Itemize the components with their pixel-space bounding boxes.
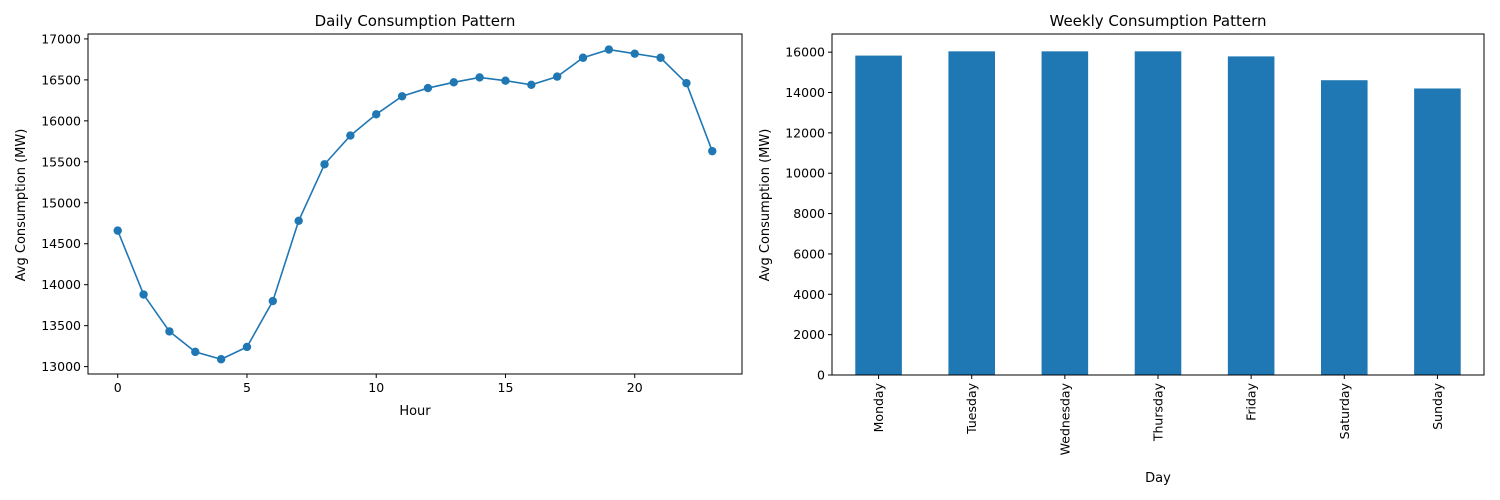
daily-data-point: [656, 53, 665, 62]
daily-data-point: [552, 72, 562, 81]
weekly-bar: [948, 51, 995, 375]
daily-data-point: [165, 327, 174, 336]
daily-data-point: [475, 73, 484, 82]
weekly-bar: [1321, 80, 1368, 375]
daily-y-tick-label: 13500: [41, 318, 81, 333]
weekly-series: [855, 51, 1461, 376]
weekly-y-tick-label: 8000: [793, 206, 825, 221]
daily-x-tick-label: 20: [627, 380, 643, 395]
weekly-bar: [855, 55, 902, 376]
weekly-x-tick-label: Thursday: [1151, 382, 1166, 442]
daily-data-point: [708, 146, 717, 156]
weekly-consumption-chart: Weekly Consumption Pattern Day Avg Consu…: [758, 12, 1485, 486]
daily-x-tick-label: 0: [114, 380, 122, 395]
daily-plot-frame: [87, 33, 743, 375]
daily-x-axis-label: Hour: [399, 404, 431, 419]
daily-data-point: [578, 53, 588, 62]
daily-y-tick-label: 16500: [41, 72, 81, 87]
weekly-y-tick-label: 14000: [785, 85, 825, 100]
weekly-x-tick-label: Sunday: [1430, 382, 1445, 429]
daily-data-point: [682, 78, 691, 88]
weekly-y-tick-label: 10000: [785, 166, 825, 181]
daily-data-point: [527, 80, 536, 89]
weekly-bar: [1414, 88, 1461, 376]
weekly-y-tick-label: 16000: [785, 45, 825, 60]
daily-y-tick-label: 16000: [41, 113, 81, 128]
weekly-y-tick-label: 12000: [785, 125, 825, 140]
daily-x-tick-label: 10: [368, 380, 384, 395]
daily-data-point: [423, 83, 433, 93]
weekly-plot-frame: [831, 33, 1485, 376]
daily-data-point: [397, 92, 407, 101]
weekly-x-tick-label: Tuesday: [964, 382, 979, 434]
daily-data-point: [191, 347, 200, 357]
weekly-x-tick-label: Saturday: [1337, 382, 1352, 439]
daily-series-line: [116, 48, 714, 361]
daily-y-tick-label: 17000: [41, 31, 81, 46]
daily-y-tick-label: 15500: [41, 154, 81, 169]
weekly-axes: 0 2000 4000 6000 8000 10000 12000 14000 16000 Mon…: [785, 45, 1445, 456]
weekly-chart-title: Weekly Consumption Pattern: [1050, 12, 1267, 30]
weekly-x-tick-label: Monday: [871, 382, 886, 432]
daily-data-point: [449, 78, 458, 87]
daily-data-point: [320, 160, 329, 169]
daily-chart-title: Daily Consumption Pattern: [315, 12, 516, 30]
weekly-x-tick-label: Wednesday: [1057, 382, 1072, 455]
daily-data-point: [268, 296, 278, 306]
weekly-bar: [1041, 51, 1089, 375]
daily-data-point: [372, 110, 381, 119]
daily-data-point: [346, 131, 355, 140]
daily-x-tick-label: 5: [243, 380, 251, 395]
daily-y-tick-label: 15000: [41, 195, 81, 210]
daily-data-point: [501, 76, 510, 85]
daily-data-point: [216, 355, 226, 364]
daily-y-tick-label: 14500: [41, 236, 81, 251]
daily-data-point: [113, 226, 122, 235]
daily-y-tick-label: 13000: [41, 359, 81, 374]
daily-data-point: [242, 342, 252, 352]
daily-data-point: [604, 45, 614, 54]
weekly-y-tick-label: 0: [817, 368, 825, 383]
weekly-y-tick-label: 4000: [793, 287, 825, 302]
weekly-x-tick-label: Friday: [1244, 382, 1259, 420]
weekly-y-tick-label: 2000: [793, 327, 825, 342]
weekly-bar: [1134, 51, 1182, 375]
daily-axes: 0 5 10 15 20 13000 13500 14000 14500 15000 15500 16…: [41, 31, 642, 395]
weekly-x-axis-label: Day: [1145, 471, 1171, 486]
daily-data-point: [139, 290, 148, 299]
weekly-y-tick-label: 6000: [793, 246, 825, 261]
weekly-bar: [1227, 56, 1275, 376]
weekly-y-axis-label: Avg Consumption (MW): [758, 129, 773, 282]
daily-consumption-chart: Daily Consumption Pattern Hour Avg Consu…: [14, 12, 743, 419]
daily-series: [113, 45, 717, 364]
daily-y-axis-label: Avg Consumption (MW): [14, 129, 29, 282]
daily-x-tick-label: 15: [498, 380, 514, 395]
daily-y-tick-label: 14000: [41, 277, 81, 292]
daily-data-point: [294, 216, 303, 225]
daily-data-point: [630, 49, 639, 58]
